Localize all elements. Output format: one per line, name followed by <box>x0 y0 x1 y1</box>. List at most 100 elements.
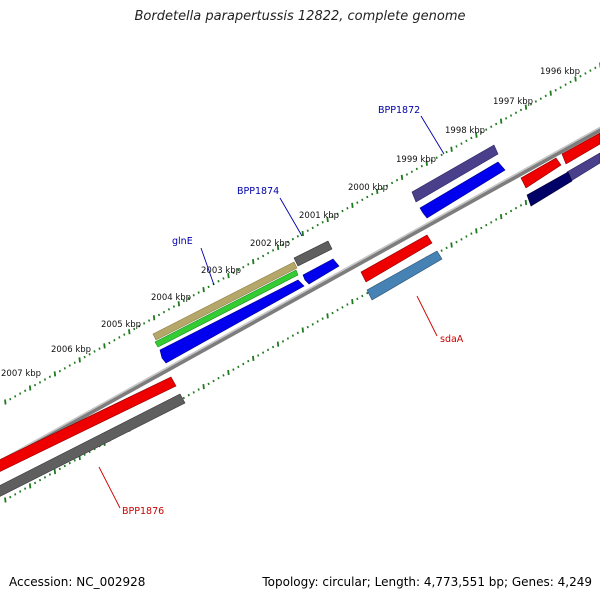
feature-bpp1876-red[interactable] <box>0 376 177 474</box>
ruler-minor-tick <box>435 156 438 159</box>
ruler-minor-tick <box>519 108 523 112</box>
ruler-major-tick <box>152 315 156 321</box>
ruler-minor-tick <box>519 204 523 207</box>
feature-bpp1872[interactable] <box>411 144 499 203</box>
ruler-minor-tick <box>306 325 309 329</box>
ruler-minor-tick <box>569 80 572 84</box>
feature-sdaa-red[interactable] <box>360 234 433 283</box>
ruler-minor-tick <box>514 206 518 210</box>
ruler-minor-tick <box>405 173 408 176</box>
ruler-label: 1997 kbp <box>493 97 533 107</box>
ruler-minor-tick <box>395 178 399 182</box>
ruler-minor-tick <box>197 291 200 294</box>
ruler-minor-tick <box>559 86 562 89</box>
ruler-label: 2001 kbp <box>299 211 339 221</box>
ruler-major-tick <box>400 174 404 180</box>
ruler-major-tick <box>202 287 205 293</box>
ruler-minor-tick <box>316 223 319 227</box>
ruler-minor-tick <box>465 139 468 143</box>
ruler-minor-tick <box>207 382 210 386</box>
ruler-minor-tick <box>187 296 190 300</box>
feature-navy-right[interactable] <box>526 171 573 207</box>
ruler-minor-tick <box>281 243 285 246</box>
ruler-label: 2007 kbp <box>1 369 41 379</box>
ruler-minor-tick <box>291 334 294 337</box>
ruler-minor-tick <box>470 136 473 140</box>
ruler-minor-tick <box>207 285 210 289</box>
ruler-minor-tick <box>390 181 394 185</box>
ruler-minor-tick <box>133 327 136 331</box>
ruler-minor-tick <box>118 336 121 339</box>
gene-label[interactable]: BPP1876 <box>122 506 164 517</box>
ruler-minor-tick <box>594 66 597 70</box>
ruler-minor-tick <box>182 299 185 303</box>
feature-blue-long[interactable] <box>159 279 305 364</box>
ruler-minor-tick <box>440 153 443 157</box>
ruler-minor-tick <box>420 164 423 168</box>
ruler-minor-tick <box>68 364 71 367</box>
ruler-major-tick <box>524 199 528 206</box>
ruler-minor-tick <box>88 353 91 356</box>
ruler-minor-tick <box>187 393 190 397</box>
ruler-minor-tick <box>14 493 17 496</box>
gene-leader-line <box>420 115 445 155</box>
feature-sdaa-steelblue[interactable] <box>366 250 443 301</box>
feature-gray-short[interactable] <box>293 240 333 267</box>
topology-text: Topology: circular; Length: 4,773,551 bp… <box>262 575 592 589</box>
ruler-minor-tick <box>470 232 473 235</box>
ruler-minor-tick <box>123 333 126 336</box>
ruler-minor-tick <box>212 379 215 383</box>
gene-label[interactable]: glnE <box>172 236 193 247</box>
ruler-major-tick <box>450 146 453 152</box>
ruler-minor-tick <box>217 280 220 283</box>
gene-label[interactable]: BPP1872 <box>378 105 420 116</box>
ruler-major-tick <box>276 341 280 347</box>
ruler-minor-tick <box>356 297 359 301</box>
ruler-minor-tick <box>24 487 27 490</box>
ruler-major-tick <box>351 299 354 305</box>
ruler-minor-tick <box>346 206 349 210</box>
ruler-minor-tick <box>346 303 349 306</box>
ruler-minor-tick <box>63 464 66 468</box>
gene-label[interactable]: sdaA <box>440 334 464 345</box>
ruler-minor-tick <box>242 362 245 366</box>
ruler-minor-tick <box>480 131 483 134</box>
ruler-minor-tick <box>167 308 170 311</box>
ruler-ticks-outer <box>4 62 600 405</box>
ruler-minor-tick <box>33 383 37 387</box>
ruler-labels: 1996 kbp 1997 kbp 1998 kbp 1999 kbp 2000 kbp… <box>1 67 580 379</box>
ruler-minor-tick <box>341 306 344 309</box>
ruler-label: 2005 kbp <box>101 320 141 330</box>
ruler-minor-tick <box>232 271 235 275</box>
feature-red-right[interactable] <box>520 157 562 189</box>
ruler-minor-tick <box>108 341 111 345</box>
ruler-major-tick <box>475 228 478 234</box>
ruler-major-tick <box>549 90 552 96</box>
ruler-minor-tick <box>495 218 498 221</box>
ruler-minor-tick <box>222 277 225 280</box>
ruler-minor-tick <box>247 263 250 266</box>
ruler-label: 2002 kbp <box>250 239 290 249</box>
feature-red-right-upper[interactable] <box>561 132 600 165</box>
ruler-minor-tick <box>247 359 250 363</box>
ruler-minor-tick <box>281 340 285 343</box>
ruler-minor-tick <box>257 354 260 357</box>
ruler-minor-tick <box>138 324 141 328</box>
feature-blue-bpp1872[interactable] <box>419 161 506 219</box>
ruler-minor-tick <box>490 125 493 129</box>
ruler-minor-tick <box>505 117 508 120</box>
ruler-minor-tick <box>58 369 61 373</box>
ruler-major-tick <box>574 76 577 82</box>
ruler-major-tick <box>499 118 503 124</box>
feature-glne-olive[interactable] <box>152 261 298 341</box>
feature-gray-bottom[interactable] <box>0 393 186 499</box>
ruler-minor-tick <box>321 221 324 224</box>
gene-label[interactable]: BPP1874 <box>237 186 279 197</box>
ruler-minor-tick <box>286 240 289 244</box>
ruler-minor-tick <box>366 195 369 199</box>
feature-glne-green[interactable] <box>154 269 299 348</box>
ruler-minor-tick <box>217 376 220 380</box>
feature-blue-short[interactable] <box>302 258 340 285</box>
ruler-minor-tick <box>485 223 488 227</box>
